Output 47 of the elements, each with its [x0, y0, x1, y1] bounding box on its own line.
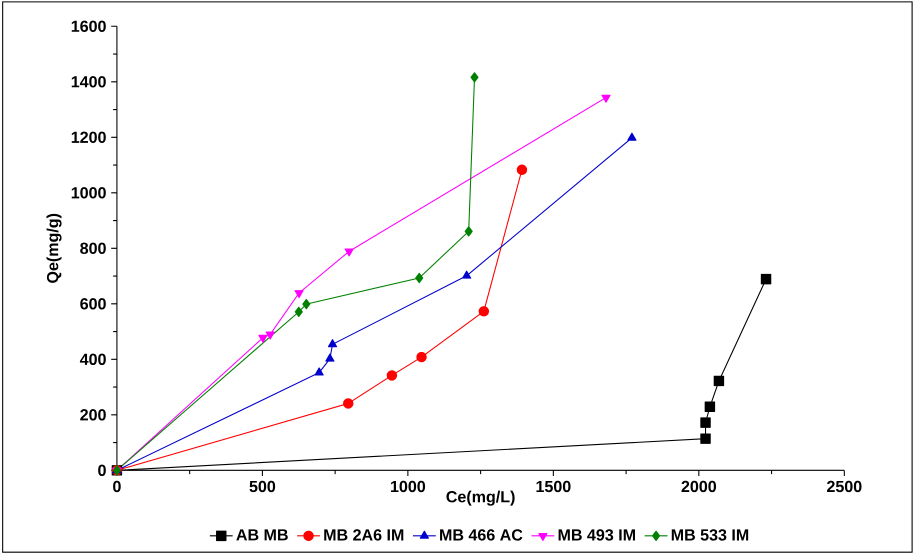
- point: [294, 306, 303, 318]
- x-tick-label: 1500: [536, 480, 571, 492]
- y-tick-label: 600: [80, 298, 106, 310]
- legend-label: MB 493 IM: [558, 529, 635, 541]
- point: [601, 94, 611, 103]
- point: [478, 306, 490, 316]
- x-tick-label: 500: [250, 480, 276, 492]
- y-tick-label: 0: [98, 464, 106, 476]
- point: [704, 402, 716, 412]
- y-tick-label: 1000: [72, 187, 106, 198]
- legend-label: MB 2A6 IM: [324, 529, 404, 541]
- legend-label: AB MB: [236, 529, 288, 540]
- y-tick-label: 400: [80, 354, 106, 365]
- point: [516, 164, 528, 175]
- point: [760, 274, 772, 284]
- y-axis-title: Qe(mg/g): [46, 214, 62, 283]
- point: [325, 353, 334, 362]
- point: [328, 339, 338, 348]
- x-tick-label: 2000: [682, 480, 716, 492]
- point: [700, 433, 711, 444]
- legend-label: MB 533 IM: [672, 529, 748, 541]
- point: [714, 376, 724, 386]
- point: [294, 290, 304, 298]
- y-tick-label: 1600: [72, 20, 106, 32]
- point: [415, 272, 424, 284]
- legend-label: MB 466 AC: [440, 529, 522, 541]
- point: [343, 398, 354, 409]
- y-tick-label: 200: [80, 409, 106, 420]
- y-tick-label: 800: [80, 242, 106, 254]
- x-tick-label: 2500: [827, 480, 862, 492]
- point: [464, 226, 473, 237]
- point: [258, 334, 268, 343]
- point: [627, 132, 637, 141]
- y-tick-label: 1400: [72, 76, 106, 88]
- point: [416, 352, 427, 362]
- x-tick-label: 1000: [391, 480, 426, 492]
- point: [700, 417, 711, 428]
- point: [462, 270, 472, 279]
- x-axis-title: Ce(mg/L): [446, 490, 515, 506]
- point: [344, 248, 354, 257]
- point: [470, 72, 479, 83]
- point: [314, 367, 324, 376]
- y-tick-label: 1200: [72, 132, 106, 143]
- x-tick-label: 0: [113, 480, 121, 492]
- point: [266, 331, 275, 340]
- point: [302, 298, 310, 310]
- point: [386, 370, 398, 381]
